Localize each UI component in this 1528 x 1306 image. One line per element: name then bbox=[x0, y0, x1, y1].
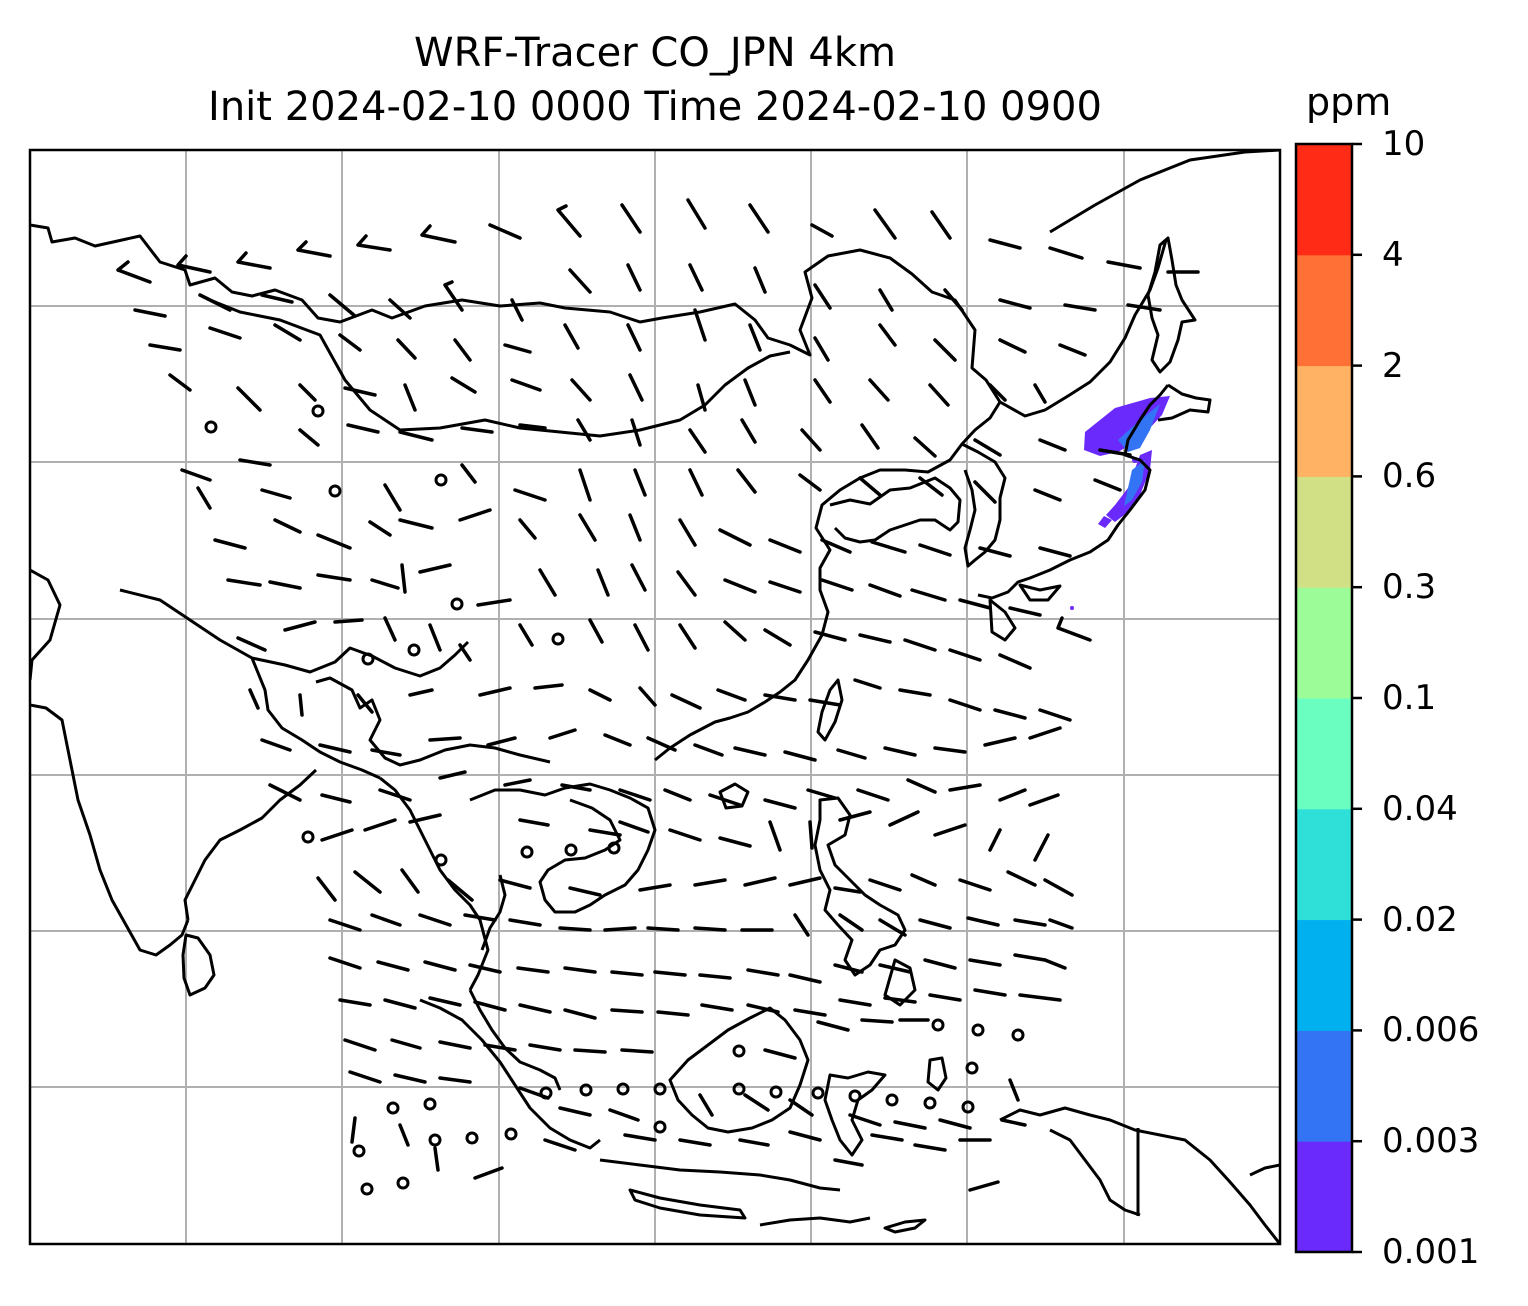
tracer-plume bbox=[1070, 396, 1170, 610]
colorbar-tick-label: 0.04 bbox=[1382, 788, 1458, 829]
colorbar-tick-label: 0.6 bbox=[1382, 456, 1437, 497]
colorbar-tick-label: 0.1 bbox=[1382, 678, 1437, 718]
gridlines bbox=[30, 150, 1280, 1244]
wind-barbs bbox=[116, 198, 1200, 1192]
colorbar-segment bbox=[1296, 1141, 1352, 1253]
colorbar-tick-label: 2 bbox=[1382, 345, 1404, 386]
colorbar-tick-label: 0.001 bbox=[1382, 1232, 1480, 1272]
colorbar-segment bbox=[1296, 808, 1352, 921]
colorbar-unit: ppm bbox=[1306, 80, 1392, 124]
colorbar-tick-label: 4 bbox=[1382, 234, 1404, 275]
map-frame bbox=[28, 148, 1282, 1246]
colorbar-segment bbox=[1296, 144, 1352, 256]
colorbar-segment bbox=[1296, 1030, 1352, 1142]
colorbar-tick-label: 0.02 bbox=[1382, 899, 1458, 940]
colorbar-segment bbox=[1296, 254, 1352, 367]
colorbar-segment bbox=[1296, 919, 1352, 1031]
colorbar-segment bbox=[1296, 698, 1352, 810]
map-title: WRF-Tracer CO_JPN 4km bbox=[414, 30, 896, 76]
colorbar-tick-label: 0.006 bbox=[1382, 1010, 1480, 1051]
calm-markers bbox=[204, 404, 1025, 1196]
colorbar-tick-label: 10 bbox=[1382, 124, 1426, 164]
colorbar-tick-label: 0.003 bbox=[1382, 1121, 1480, 1162]
colorbar-segment bbox=[1296, 476, 1352, 588]
colorbar-tick-label: 0.3 bbox=[1382, 567, 1437, 608]
colorbar-segment bbox=[1296, 587, 1352, 699]
colorbar-segment bbox=[1296, 365, 1352, 477]
map-subtitle: Init 2024-02-10 0000 Time 2024-02-10 090… bbox=[208, 84, 1102, 130]
colorbar bbox=[1296, 142, 1362, 1254]
colorbar-frame bbox=[1294, 142, 1354, 1254]
